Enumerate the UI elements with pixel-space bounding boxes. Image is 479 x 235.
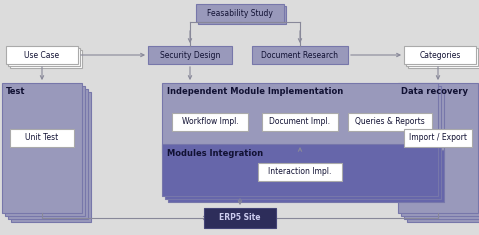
Bar: [404, 46, 476, 64]
Bar: [348, 113, 432, 131]
Bar: [148, 46, 232, 64]
Text: Document Research: Document Research: [262, 51, 339, 59]
Text: Queries & Reports: Queries & Reports: [355, 118, 425, 126]
Text: Data recovery: Data recovery: [401, 87, 468, 97]
Bar: [398, 83, 478, 213]
Text: ERP5 Site: ERP5 Site: [219, 214, 261, 223]
Text: Independent Module Implementation: Independent Module Implementation: [167, 87, 343, 97]
Bar: [406, 48, 478, 66]
Bar: [262, 113, 338, 131]
Text: Unit Test: Unit Test: [25, 133, 58, 142]
Bar: [198, 6, 286, 24]
Text: Test: Test: [6, 87, 25, 97]
Bar: [162, 144, 438, 196]
Text: Feasability Study: Feasability Study: [207, 8, 273, 17]
Text: Categories: Categories: [419, 51, 461, 59]
Text: Use Case: Use Case: [24, 51, 59, 59]
Bar: [172, 113, 248, 131]
Bar: [11, 92, 91, 222]
Bar: [10, 50, 82, 68]
Text: Workflow Impl.: Workflow Impl.: [182, 118, 239, 126]
Bar: [162, 83, 438, 153]
Bar: [196, 4, 284, 22]
Bar: [408, 50, 479, 68]
Bar: [168, 89, 444, 159]
Bar: [168, 150, 444, 202]
Text: Import / Export: Import / Export: [409, 133, 467, 142]
Bar: [165, 147, 441, 199]
Text: Document Impl.: Document Impl.: [270, 118, 331, 126]
Bar: [2, 83, 82, 213]
Bar: [204, 208, 276, 228]
Bar: [6, 46, 78, 64]
Bar: [258, 163, 342, 181]
Bar: [165, 86, 441, 156]
Bar: [10, 129, 74, 147]
Bar: [407, 92, 479, 222]
Bar: [401, 86, 479, 216]
Bar: [404, 89, 479, 219]
Bar: [404, 129, 472, 147]
Bar: [252, 46, 348, 64]
Text: Interaction Impl.: Interaction Impl.: [268, 168, 331, 176]
Bar: [8, 89, 88, 219]
Text: Modules Integration: Modules Integration: [167, 149, 263, 157]
Bar: [5, 86, 85, 216]
Bar: [8, 48, 80, 66]
Text: Security Design: Security Design: [160, 51, 220, 59]
